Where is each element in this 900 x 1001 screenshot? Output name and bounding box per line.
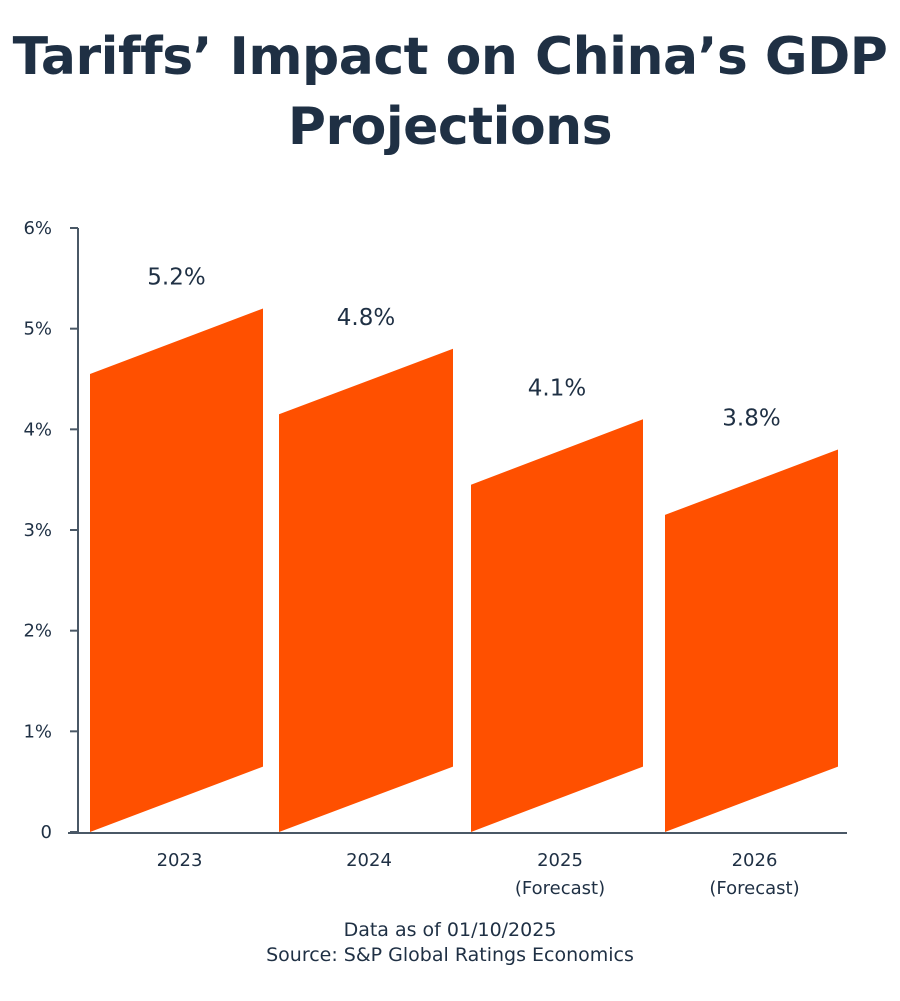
y-tick-label: 4% bbox=[23, 419, 52, 440]
y-tick-label: 1% bbox=[23, 721, 52, 742]
chart-footer: Data as of 01/10/2025 Source: S&P Global… bbox=[0, 918, 900, 968]
chart-title: Tariffs’ Impact on China’s GDP Projectio… bbox=[12, 27, 888, 157]
x-tick-label: 2025 bbox=[537, 850, 583, 871]
bar bbox=[90, 308, 263, 832]
x-tick-label: (Forecast) bbox=[709, 878, 799, 899]
data-label: 3.8% bbox=[722, 405, 780, 431]
x-tick-label: (Forecast) bbox=[515, 878, 605, 899]
x-tick-label: 2024 bbox=[346, 850, 392, 871]
x-tick-label: 2026 bbox=[732, 850, 778, 871]
x-tick-label: 2023 bbox=[157, 850, 203, 871]
y-tick-label: 6% bbox=[23, 218, 52, 239]
bar bbox=[279, 348, 453, 832]
bar bbox=[471, 419, 643, 832]
data-date-note: Data as of 01/10/2025 bbox=[343, 919, 557, 941]
bar bbox=[665, 449, 838, 832]
y-tick-label: 2% bbox=[23, 621, 52, 642]
data-label: 4.1% bbox=[528, 375, 586, 401]
y-tick-label: 3% bbox=[23, 520, 52, 541]
data-label: 5.2% bbox=[147, 265, 205, 291]
data-label: 4.8% bbox=[337, 305, 395, 331]
source-note: Source: S&P Global Ratings Economics bbox=[266, 944, 634, 966]
y-tick-label: 0 bbox=[41, 822, 52, 843]
y-tick-label: 5% bbox=[23, 319, 52, 340]
